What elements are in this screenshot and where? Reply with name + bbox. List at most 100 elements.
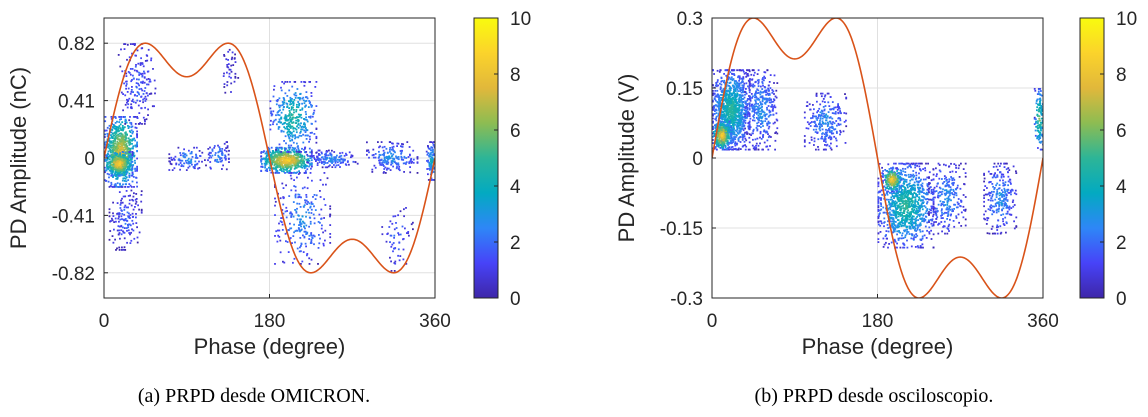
pd-point (286, 119, 289, 122)
pd-point (284, 118, 287, 121)
pd-point (294, 127, 297, 130)
pd-point (401, 143, 403, 145)
pd-point (278, 162, 281, 164)
pd-point (318, 157, 321, 160)
pd-point (721, 132, 724, 135)
pd-point (128, 151, 131, 153)
pd-point (118, 130, 120, 132)
pd-point (748, 102, 751, 105)
pd-point (222, 164, 224, 167)
pd-point (280, 162, 283, 164)
pd-point (272, 150, 275, 152)
pd-point (386, 168, 388, 171)
pd-point (726, 101, 728, 104)
pd-point (115, 145, 118, 148)
pd-point (315, 151, 318, 154)
pd-point (302, 165, 305, 167)
pd-point (741, 125, 744, 128)
pd-point (131, 79, 133, 81)
pd-point (746, 108, 749, 111)
pd-point (723, 81, 725, 84)
pd-point (721, 106, 724, 109)
pd-point (292, 104, 295, 107)
pd-point (122, 169, 125, 172)
pd-point (121, 179, 124, 182)
pd-point (288, 151, 291, 153)
pd-point (227, 66, 230, 69)
pd-point (277, 99, 279, 101)
pd-point (742, 104, 745, 107)
pd-point (768, 97, 771, 100)
pd-point (301, 147, 303, 150)
pd-point (712, 142, 715, 144)
pd-point (739, 131, 741, 134)
pd-point (310, 151, 313, 153)
pd-point (774, 139, 777, 142)
pd-point (733, 105, 736, 108)
pd-point (135, 193, 138, 195)
pd-point (378, 146, 380, 149)
x-tick-label: 0 (99, 311, 110, 332)
pd-point (384, 172, 387, 174)
pd-point (739, 99, 742, 102)
pd-point (756, 137, 759, 140)
pd-point (305, 96, 308, 98)
pd-point (114, 171, 117, 174)
pd-point (278, 118, 281, 121)
pd-point (731, 127, 733, 130)
pd-point (133, 69, 136, 72)
pd-point (305, 245, 307, 248)
pd-point (723, 138, 726, 141)
pd-point (275, 159, 278, 162)
pd-point (772, 107, 774, 110)
pd-point (123, 180, 126, 182)
pd-point (308, 162, 311, 165)
pd-point (124, 121, 127, 124)
pd-point (136, 130, 138, 133)
pd-point (284, 92, 287, 95)
pd-point (120, 215, 123, 218)
pd-point (302, 220, 304, 223)
pd-point (392, 242, 395, 244)
pd-point (108, 186, 111, 188)
pd-point (260, 169, 263, 172)
pd-point (296, 88, 299, 90)
pd-point (412, 149, 415, 152)
pd-point (722, 121, 725, 124)
pd-point (199, 155, 201, 157)
pd-point (225, 58, 228, 61)
pd-point (753, 114, 755, 116)
pd-point (118, 116, 121, 118)
pd-point (125, 144, 128, 147)
pd-point (408, 162, 411, 165)
pd-point (276, 162, 279, 165)
pd-point (127, 229, 130, 232)
pd-point (312, 112, 315, 114)
pd-point (730, 106, 732, 109)
pd-point (304, 201, 307, 204)
pd-point (427, 152, 430, 154)
pd-point (140, 73, 143, 75)
pd-point (234, 76, 237, 79)
pd-point (132, 199, 135, 202)
pd-point (740, 111, 743, 113)
pd-point (740, 91, 743, 94)
y-tick-label: -0.41 (52, 206, 95, 227)
pd-point (736, 143, 738, 146)
pd-point (116, 134, 118, 137)
pd-point (302, 221, 305, 224)
pd-point (738, 130, 741, 132)
pd-point (749, 117, 752, 120)
pd-point (298, 202, 301, 205)
pd-point (223, 86, 226, 88)
pd-point (292, 101, 295, 103)
pd-point (319, 237, 321, 240)
pd-point (132, 101, 135, 103)
pd-point (752, 108, 754, 111)
pd-point (111, 154, 114, 157)
pd-point (228, 149, 230, 152)
pd-point (378, 159, 381, 162)
pd-point (712, 108, 714, 110)
pd-point (119, 157, 122, 160)
pd-point (290, 216, 293, 218)
